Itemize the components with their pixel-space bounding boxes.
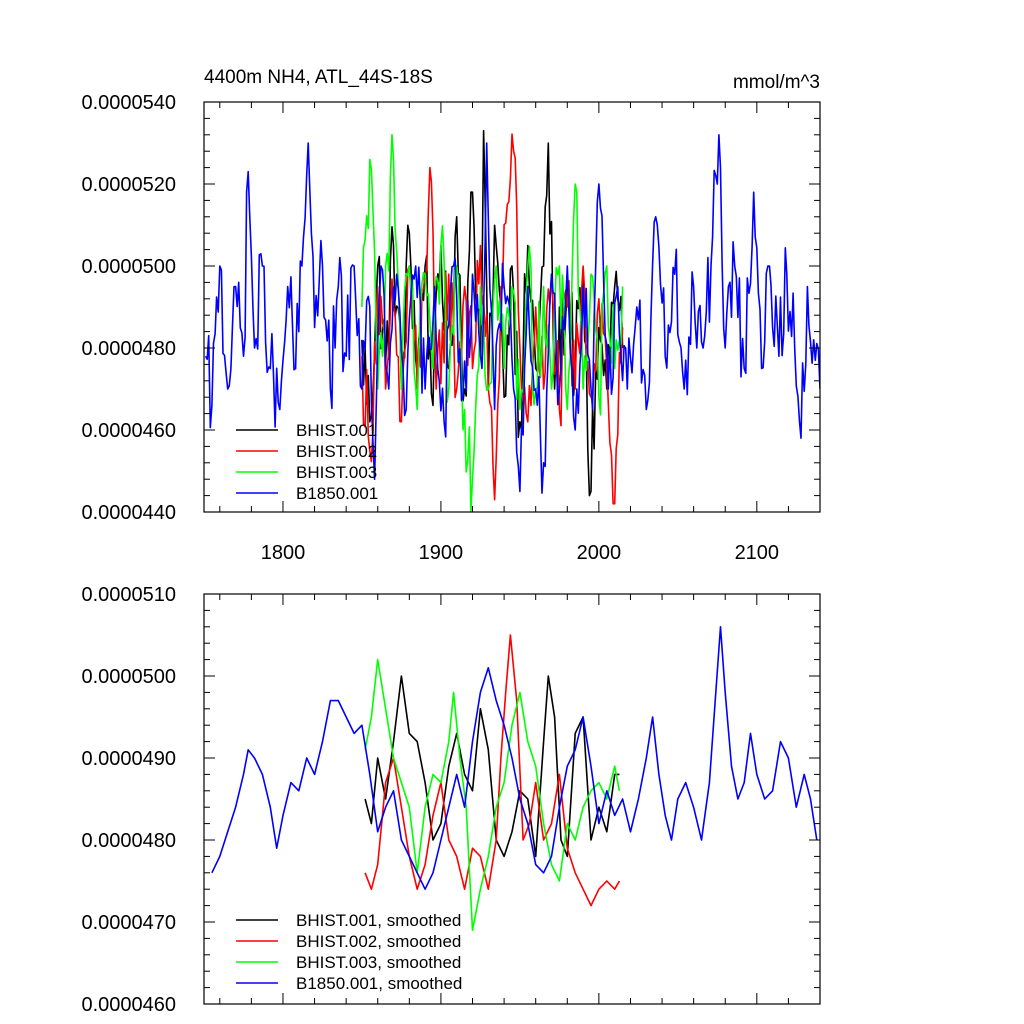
top-legend-label: BHIST.003 <box>296 463 377 482</box>
bottom-series-line-bhist-003-smoothed <box>364 658 621 931</box>
top-y-tick-label: 0.0000520 <box>81 174 176 196</box>
top-panel: 4400m NH4, ATL_44S-18S mmol/m^3 0.000044… <box>81 67 821 564</box>
bottom-legend-label: BHIST.002, smoothed <box>296 932 461 951</box>
bottom-plot-frame <box>203 593 821 1005</box>
bottom-y-tick-label: 0.0000470 <box>81 912 176 934</box>
bottom-series-group <box>211 626 818 931</box>
top-panel-units: mmol/m^3 <box>733 72 820 93</box>
top-legend-label: B1850.001 <box>296 484 378 503</box>
top-x-tick-label: 1900 <box>419 542 464 564</box>
top-legend-label: BHIST.001 <box>296 421 377 440</box>
top-panel-title: 4400m NH4, ATL_44S-18S <box>204 67 433 88</box>
top-series-line-b1850-001 <box>204 134 820 494</box>
bottom-y-tick-label: 0.0000510 <box>81 584 176 606</box>
bottom-y-tick-label: 0.0000480 <box>81 830 176 852</box>
bottom-series-line-b1850-001-smoothed <box>211 626 818 890</box>
bottom-legend-label: BHIST.003, smoothed <box>296 953 461 972</box>
top-y-tick-label: 0.0000500 <box>81 256 176 278</box>
top-x-tick-label: 2000 <box>577 542 622 564</box>
bottom-legend-label: B1850.001, smoothed <box>296 974 462 993</box>
top-legend-label: BHIST.002 <box>296 442 377 461</box>
bottom-legend-label: BHIST.001, smoothed <box>296 911 461 930</box>
top-y-tick-label: 0.0000460 <box>81 420 176 442</box>
bottom-y-tick-label: 0.0000460 <box>81 994 176 1016</box>
bottom-y-tick-label: 0.0000500 <box>81 666 176 688</box>
bottom-series-line-bhist-002-smoothed <box>364 634 621 907</box>
top-y-tick-label: 0.0000540 <box>81 92 176 114</box>
top-y-tick-label: 0.0000480 <box>81 338 176 360</box>
top-x-tick-label: 1800 <box>261 542 306 564</box>
bottom-panel: 0.0000460 0.0000470 0.0000480 0.0000490 0.00… <box>81 584 821 1016</box>
top-y-tick-label: 0.0000440 <box>81 502 176 524</box>
bottom-y-tick-label: 0.0000490 <box>81 748 176 770</box>
top-x-tick-label: 2100 <box>735 542 780 564</box>
top-series-group <box>204 129 820 512</box>
top-plot-frame <box>203 101 821 513</box>
top-series-line-bhist-002 <box>361 133 624 505</box>
